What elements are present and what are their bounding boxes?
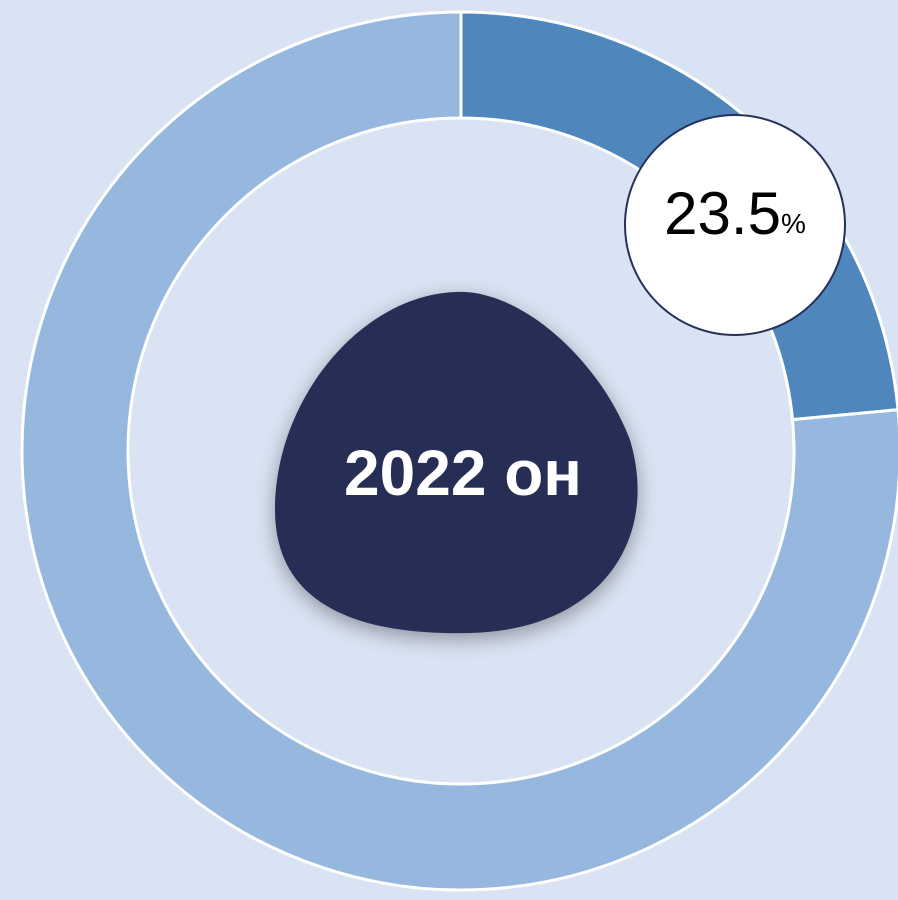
donut-segment (20, 10, 898, 892)
center-label: 2022 он (344, 437, 582, 509)
label-bubble (624, 114, 846, 336)
value-unit: % (781, 208, 806, 239)
value-label: 23.5% (664, 180, 806, 247)
center-blob (275, 291, 638, 634)
value-number: 23.5 (664, 180, 781, 247)
